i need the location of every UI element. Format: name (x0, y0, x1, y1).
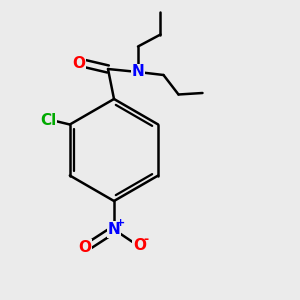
Text: N: N (108, 222, 120, 237)
Text: O: O (72, 56, 86, 70)
Text: O: O (133, 238, 146, 253)
Text: Cl: Cl (40, 113, 56, 128)
Text: N: N (132, 64, 144, 80)
Text: -: - (143, 233, 149, 246)
Text: O: O (78, 240, 92, 255)
Text: +: + (116, 218, 125, 228)
